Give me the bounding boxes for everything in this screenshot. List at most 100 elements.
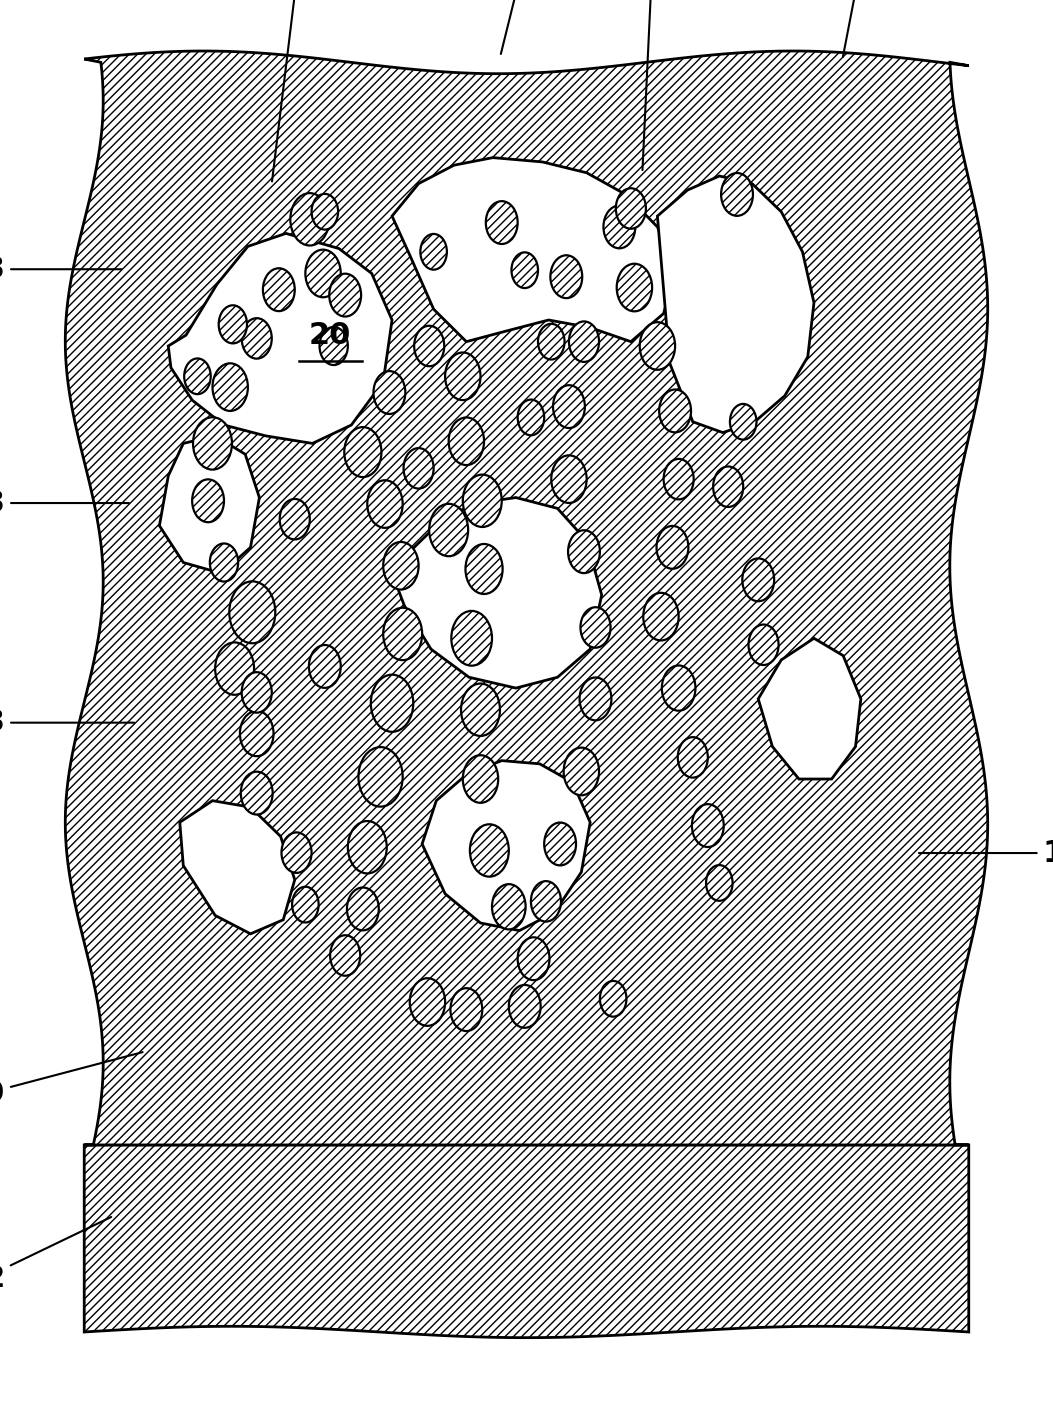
Circle shape [449,418,484,465]
Circle shape [219,305,247,343]
Circle shape [210,544,238,581]
Polygon shape [168,234,392,444]
Text: 18: 18 [632,0,674,170]
Polygon shape [180,801,295,934]
Circle shape [518,937,550,981]
Circle shape [292,887,319,922]
Circle shape [242,672,272,713]
Circle shape [603,205,635,248]
Circle shape [309,645,341,687]
Text: 18: 18 [272,0,321,181]
Circle shape [656,526,689,568]
Circle shape [319,327,347,366]
Circle shape [600,981,627,1016]
Circle shape [344,427,381,478]
Circle shape [721,173,753,215]
Circle shape [485,201,518,244]
Text: 20: 20 [0,1053,142,1108]
Circle shape [568,530,600,572]
Circle shape [451,988,482,1032]
Circle shape [403,448,434,489]
Circle shape [579,677,612,720]
Circle shape [280,499,310,540]
Circle shape [330,273,361,316]
Circle shape [569,322,599,361]
Polygon shape [392,497,601,689]
Circle shape [659,390,691,432]
Circle shape [430,504,469,557]
Circle shape [358,747,402,806]
Circle shape [707,866,733,901]
Text: 18: 18 [0,489,128,517]
Circle shape [692,805,723,847]
Circle shape [331,935,360,976]
Circle shape [730,404,756,439]
Circle shape [213,363,247,411]
Circle shape [512,252,538,288]
Circle shape [617,264,652,312]
Circle shape [531,881,561,921]
Polygon shape [392,157,675,341]
Circle shape [580,608,611,648]
Circle shape [215,642,254,694]
Circle shape [713,466,743,507]
Text: 18: 18 [0,708,134,737]
Text: 18: 18 [0,255,121,283]
Circle shape [184,359,211,394]
Circle shape [552,455,587,503]
Circle shape [347,820,386,873]
Circle shape [346,887,379,931]
Text: 20: 20 [309,320,352,350]
Text: 12: 12 [0,1217,112,1292]
Circle shape [616,188,645,228]
Circle shape [281,832,312,873]
Circle shape [663,459,694,499]
Polygon shape [84,1145,969,1338]
Circle shape [383,541,419,589]
Circle shape [463,755,498,803]
Circle shape [749,625,778,665]
Circle shape [640,322,675,370]
Circle shape [551,255,582,298]
Text: 20: 20 [842,0,885,57]
Circle shape [742,558,774,601]
Polygon shape [758,638,861,779]
Circle shape [241,772,273,815]
Circle shape [263,268,295,312]
Circle shape [193,417,232,469]
Circle shape [312,194,338,230]
Circle shape [240,711,274,757]
Circle shape [461,683,500,735]
Circle shape [538,324,564,360]
Circle shape [518,400,544,435]
Circle shape [643,592,678,640]
Circle shape [509,985,540,1027]
Polygon shape [422,761,590,931]
Circle shape [410,978,445,1026]
Text: 18: 18 [919,839,1053,867]
Circle shape [383,608,422,660]
Circle shape [230,581,275,643]
Circle shape [374,371,405,414]
Circle shape [305,249,341,298]
Polygon shape [65,51,988,1145]
Circle shape [291,193,330,245]
Circle shape [492,884,525,930]
Circle shape [662,666,695,711]
Circle shape [465,544,502,594]
Polygon shape [159,436,259,574]
Circle shape [678,737,708,778]
Circle shape [242,319,272,359]
Circle shape [563,748,599,795]
Polygon shape [657,176,814,432]
Circle shape [367,480,402,529]
Circle shape [553,385,584,428]
Circle shape [463,475,501,527]
Circle shape [445,353,480,400]
Circle shape [414,326,444,366]
Text: 14: 14 [501,0,548,54]
Circle shape [452,611,492,666]
Circle shape [371,674,413,731]
Circle shape [192,479,224,523]
Circle shape [470,825,509,877]
